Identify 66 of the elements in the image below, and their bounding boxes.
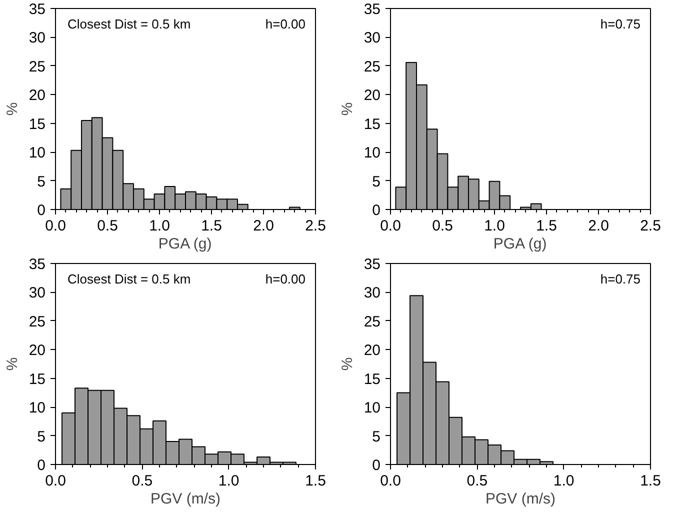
x-tick-label: 1.5 [640,472,661,490]
x-tick-label: 0.0 [380,472,401,490]
y-tick-label: 25 [28,58,46,76]
x-tick-label: 1.5 [305,472,326,490]
y-tick-label: 5 [37,428,46,446]
x-tick-label: 1.5 [536,218,557,234]
y-tick-label: 0 [372,457,380,474]
y-tick-label: 30 [28,30,46,47]
annotation: Closest Dist = 0.5 km [68,16,191,32]
y-axis-title: % [338,357,356,371]
y-tick-label: 20 [28,342,46,360]
y-tick-label: 15 [28,370,46,388]
x-tick-label: 2.0 [253,218,274,234]
x-tick-label: 1.0 [484,218,505,234]
annotation: h=0.00 [265,272,306,286]
y-tick-label: 0 [372,202,380,219]
y-tick-label: 15 [28,116,46,133]
y-tick-label: 35 [28,256,46,273]
y-tick-label: 20 [364,87,381,104]
x-tick-label: 0.0 [45,218,66,234]
y-tick-label: 35 [28,1,46,18]
y-tick-label: 20 [364,342,381,360]
x-tick-label: 0.5 [432,218,453,234]
y-tick-label: 15 [364,116,381,133]
y-tick-label: 25 [364,313,381,330]
y-tick-label: 25 [28,313,46,330]
y-tick-label: 10 [364,400,381,417]
x-axis-title: PGV (m/s) [150,490,221,508]
y-axis-title: % [4,357,21,371]
x-tick-label: 0.5 [132,472,153,490]
y-tick-label: 15 [364,370,381,388]
x-tick-label: 0.0 [380,218,401,234]
y-tick-label: 10 [28,400,46,417]
y-tick-label: 10 [28,144,46,162]
y-tick-label: 0 [37,457,46,474]
x-tick-label: 0.5 [466,472,488,490]
x-tick-label: 1.0 [553,472,574,490]
y-tick-label: 35 [364,1,381,18]
y-tick-label: 5 [37,173,46,190]
y-tick-label: 30 [364,30,381,47]
x-tick-label: 2.5 [305,218,326,234]
x-axis-title: PGA (g) [158,236,212,252]
annotation: h=0.00 [265,16,306,32]
y-tick-label: 5 [372,428,380,446]
x-tick-label: 1.5 [201,218,222,234]
y-tick-label: 30 [364,284,381,302]
y-tick-label: 0 [37,202,46,219]
y-tick-label: 10 [364,144,381,162]
annotation: h=0.75 [600,272,640,286]
y-tick-label: 25 [364,58,381,76]
x-axis-title: PGA (g) [493,236,547,252]
x-tick-label: 2.0 [588,218,609,234]
y-tick-label: 35 [364,256,381,273]
x-tick-label: 0.5 [97,218,118,234]
annotation: Closest Dist = 0.5 km [68,272,191,286]
annotation: h=0.75 [600,16,640,32]
x-tick-label: 0.0 [45,472,66,490]
y-axis-title: % [4,102,21,116]
y-tick-label: 20 [28,87,46,104]
y-tick-label: 5 [372,173,380,190]
x-tick-label: 2.5 [640,218,661,234]
x-tick-label: 1.0 [218,472,240,490]
x-axis-title: PGV (m/s) [486,490,556,508]
x-tick-label: 1.0 [149,218,170,234]
y-axis-title: % [338,102,356,116]
y-tick-label: 30 [28,284,46,302]
